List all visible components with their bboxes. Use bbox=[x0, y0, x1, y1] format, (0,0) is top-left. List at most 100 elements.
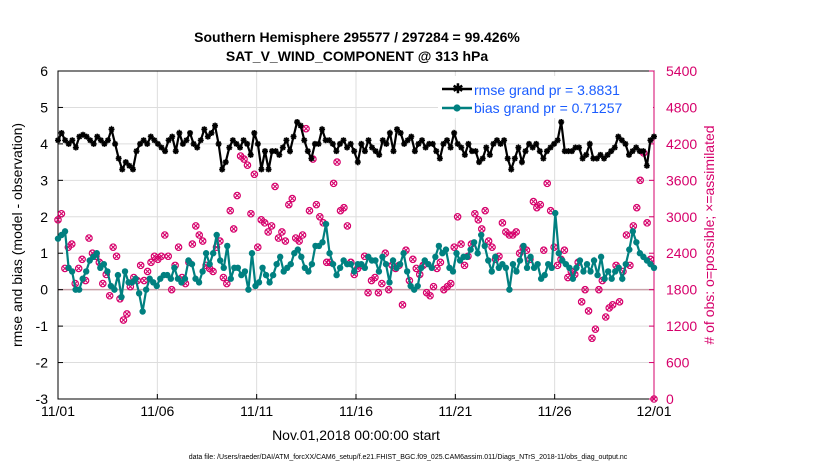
rmse-point bbox=[436, 155, 443, 162]
bias-point bbox=[590, 257, 598, 264]
rmse-point bbox=[137, 140, 144, 147]
obs-possible-point bbox=[302, 124, 310, 133]
obs-possible-point bbox=[481, 206, 489, 215]
y-tick-label: 1 bbox=[40, 245, 48, 261]
rmse-point bbox=[493, 137, 500, 144]
rmse-point bbox=[112, 140, 119, 147]
bias-point bbox=[580, 268, 587, 275]
rmse-point bbox=[511, 155, 518, 162]
obs-assimilated-point bbox=[55, 217, 61, 223]
obs-assimilated-point bbox=[110, 244, 116, 250]
bias-point bbox=[509, 260, 517, 268]
bias-point bbox=[104, 268, 111, 275]
x-tick-label: 11/21 bbox=[438, 403, 472, 419]
bias-point bbox=[132, 275, 139, 282]
bias-point bbox=[188, 260, 196, 268]
bias-point bbox=[650, 264, 658, 271]
obs-assimilated-point bbox=[124, 311, 130, 317]
chart-title: Southern Hemisphere 295577 / 297284 = 99… bbox=[194, 29, 520, 45]
y2-tick-label: 1800 bbox=[666, 282, 697, 298]
bias-point bbox=[336, 264, 344, 271]
obs-assimilated-point bbox=[299, 232, 306, 238]
rmse-point bbox=[101, 140, 108, 147]
rmse-point bbox=[518, 159, 525, 166]
obs-possible-point bbox=[536, 200, 545, 209]
rmse-point bbox=[154, 140, 161, 147]
y-tick-label: -1 bbox=[36, 318, 49, 334]
bias-point bbox=[502, 264, 510, 271]
obs-assimilated-point bbox=[344, 223, 351, 229]
bias-point bbox=[142, 286, 150, 293]
rmse-point bbox=[429, 140, 436, 147]
bias-point bbox=[213, 231, 220, 239]
rmse-point bbox=[133, 148, 140, 155]
bias-point bbox=[548, 264, 555, 271]
obs-possible-point bbox=[119, 316, 128, 324]
bias-point bbox=[135, 290, 143, 297]
rmse-point bbox=[618, 137, 625, 144]
obs-possible-point bbox=[384, 285, 393, 294]
rmse-point bbox=[551, 140, 558, 147]
obs-possible-point bbox=[398, 301, 407, 309]
bias-point bbox=[375, 268, 383, 275]
rmse-point bbox=[422, 144, 429, 151]
rmse-point bbox=[62, 137, 69, 144]
rmse-point bbox=[244, 140, 251, 147]
obs-assimilated-point bbox=[485, 238, 492, 244]
y-tick-label: -2 bbox=[36, 355, 49, 371]
rmse-point bbox=[94, 133, 101, 140]
rmse-point bbox=[201, 126, 208, 133]
rmse-point bbox=[251, 129, 258, 136]
obs-possible-point bbox=[67, 240, 76, 248]
obs-assimilated-point bbox=[268, 223, 275, 229]
bias-point bbox=[604, 268, 612, 275]
obs-assimilated-point bbox=[251, 171, 258, 177]
rmse-point bbox=[394, 126, 401, 133]
obs-assimilated-point bbox=[589, 335, 595, 341]
bias-point bbox=[139, 308, 146, 315]
obs-assimilated-point bbox=[341, 204, 347, 211]
obs-assimilated-point bbox=[148, 259, 154, 266]
obs-possible-point bbox=[74, 264, 83, 273]
bias-point bbox=[403, 268, 411, 275]
obs-assimilated-point bbox=[100, 280, 106, 287]
obs-assimilated-point bbox=[513, 229, 519, 235]
rmse-point bbox=[369, 144, 376, 151]
bias-point bbox=[485, 257, 492, 264]
bias-point bbox=[615, 264, 622, 271]
y-tick-label: 3 bbox=[40, 172, 48, 188]
obs-assimilated-point bbox=[609, 302, 616, 308]
obs-assimilated-point bbox=[458, 241, 464, 247]
rmse-point bbox=[147, 133, 154, 140]
bias-point bbox=[583, 260, 591, 268]
bias-point bbox=[608, 275, 615, 282]
rmse-point bbox=[426, 140, 433, 147]
obs-possible-point bbox=[305, 206, 314, 215]
rmse-point bbox=[468, 148, 475, 155]
rmse-point bbox=[208, 129, 215, 136]
obs-possible-point bbox=[581, 285, 589, 294]
bias-point bbox=[308, 260, 316, 268]
rmse-point bbox=[237, 144, 244, 151]
bias-point bbox=[79, 275, 86, 282]
y-tick-label: 0 bbox=[40, 282, 48, 298]
rmse-point bbox=[515, 144, 522, 151]
rmse-point bbox=[597, 151, 604, 158]
obs-possible-point bbox=[229, 225, 238, 233]
obs-assimilated-point bbox=[296, 238, 302, 244]
obs-assimilated-point bbox=[499, 220, 506, 226]
rmse-point bbox=[404, 137, 411, 144]
obs-assimilated-point bbox=[537, 201, 544, 208]
obs-assimilated-point bbox=[596, 286, 602, 293]
obs-assimilated-point bbox=[317, 214, 323, 220]
rmse-point bbox=[376, 151, 383, 158]
rmse-point bbox=[651, 133, 657, 140]
rmse-point bbox=[229, 137, 236, 144]
bias-point bbox=[294, 246, 302, 253]
rmse-point bbox=[190, 140, 197, 147]
bias-point bbox=[418, 264, 425, 271]
rmse-point bbox=[290, 133, 297, 140]
rmse-point bbox=[65, 140, 72, 147]
legend-rmse-label: rmse grand pr = 3.8831 bbox=[474, 82, 620, 98]
rmse-point bbox=[158, 144, 165, 151]
